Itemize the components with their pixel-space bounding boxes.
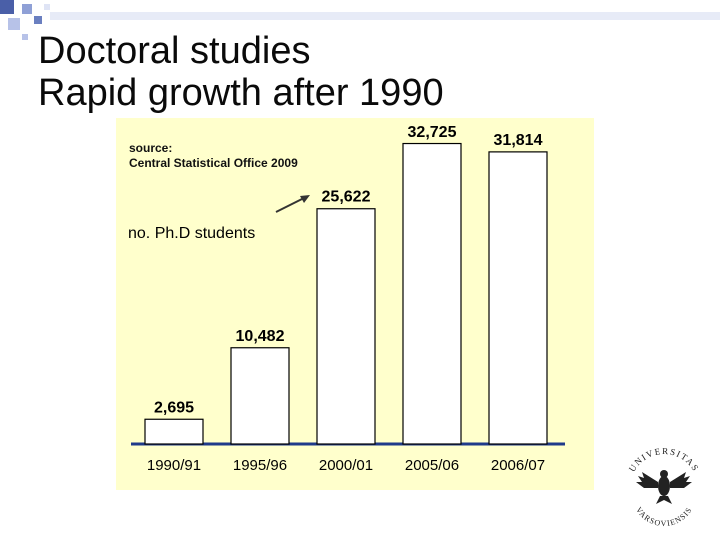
bar-1995-96 — [230, 347, 290, 445]
university-seal-logo: UNIVERSITAS VARSOVIENSIS — [627, 446, 701, 528]
source-text: Central Statistical Office 2009 — [129, 156, 298, 170]
chart-annotation: no. Ph.D students — [128, 225, 256, 242]
data-label: 32,725 — [408, 124, 457, 141]
source-note: source: Central Statistical Office 2009 — [129, 141, 298, 171]
data-label: 25,622 — [322, 189, 371, 206]
x-tick-label: 2005/06 — [405, 457, 459, 474]
bar-2000-01 — [316, 208, 376, 445]
x-tick-label: 1990/91 — [147, 457, 201, 474]
eagle-icon — [636, 470, 692, 504]
x-tick-label: 2006/07 — [491, 457, 545, 474]
bar-1990-91 — [144, 418, 204, 445]
source-label: source: — [129, 141, 173, 155]
decorative-squares — [0, 0, 720, 40]
bar-2006-07 — [488, 151, 548, 445]
data-label: 31,814 — [494, 132, 543, 149]
x-tick-label: 1995/96 — [233, 457, 287, 474]
annotation-arrow — [275, 197, 305, 213]
data-label: 2,695 — [154, 399, 194, 416]
page-title: Doctoral studies Rapid growth after 1990 — [38, 30, 444, 114]
data-label: 10,482 — [236, 328, 285, 345]
svg-text:UNIVERSITAS: UNIVERSITAS — [627, 446, 701, 474]
arrow-head-icon — [300, 195, 310, 203]
bar-2005-06 — [402, 142, 462, 445]
x-tick-label: 2000/01 — [319, 457, 373, 474]
svg-text:VARSOVIENSIS: VARSOVIENSIS — [634, 505, 694, 528]
